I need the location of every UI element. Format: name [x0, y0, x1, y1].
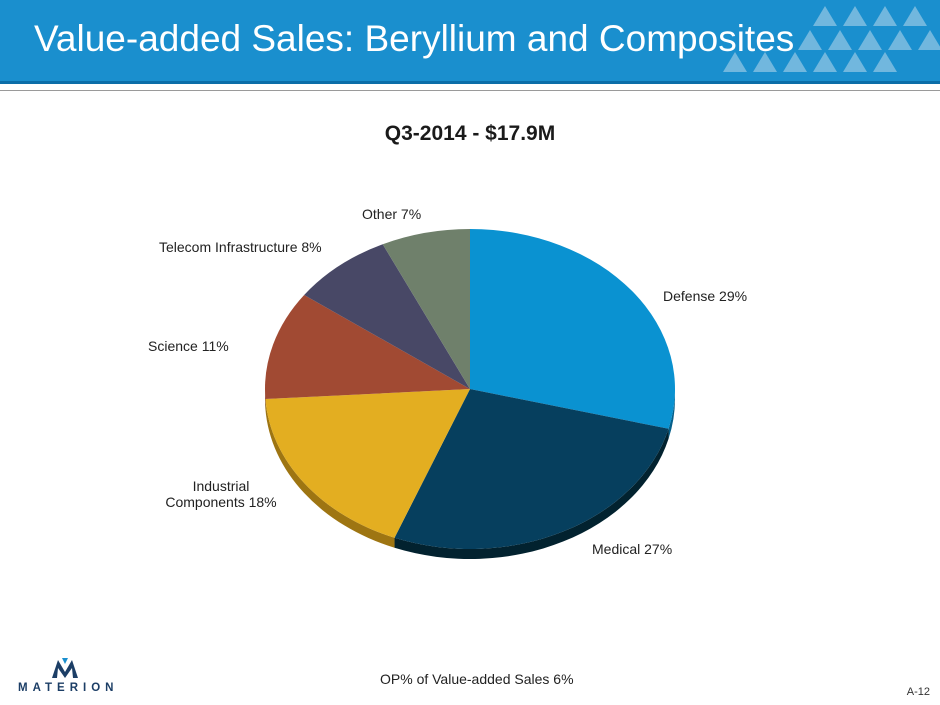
slice-label-medical: Medical 27% [592, 541, 673, 557]
slice-label-industrial: Industrial Components 18% [165, 478, 277, 510]
op-percent-note: OP% of Value-added Sales 6% [380, 671, 574, 687]
chart-title: Q3-2014 - $17.9M [384, 122, 556, 145]
header-divider [0, 90, 940, 91]
pie-slice-industrial [265, 389, 470, 538]
header-bar: Value-added Sales: Beryllium and Composi… [0, 0, 940, 84]
slide-title: Value-added Sales: Beryllium and Composi… [34, 18, 795, 59]
materion-logo-mark-icon [52, 658, 78, 678]
triangle-pattern-decoration [723, 6, 940, 72]
page-number: A-12 [906, 686, 930, 698]
slice-label-defense: Defense 29% [663, 288, 748, 304]
pie-slice-other [382, 229, 470, 389]
pie-side-industrial [265, 399, 395, 548]
materion-logo: MATERION [18, 656, 113, 696]
pie-side-defense [668, 389, 675, 439]
logo-wordmark: MATERION [18, 682, 119, 694]
pie-slice-telecom [304, 244, 470, 389]
slice-label-telecom: Telecom Infrastructure 8% [159, 239, 322, 255]
slice-label-science: Science 11% [148, 338, 229, 354]
pie-slice-defense [470, 229, 676, 429]
pie-slice-science [265, 294, 470, 400]
slice-label-other: Other 7% [362, 206, 422, 222]
pie-side-medical [394, 428, 669, 559]
pie-slice-medical [394, 389, 669, 549]
